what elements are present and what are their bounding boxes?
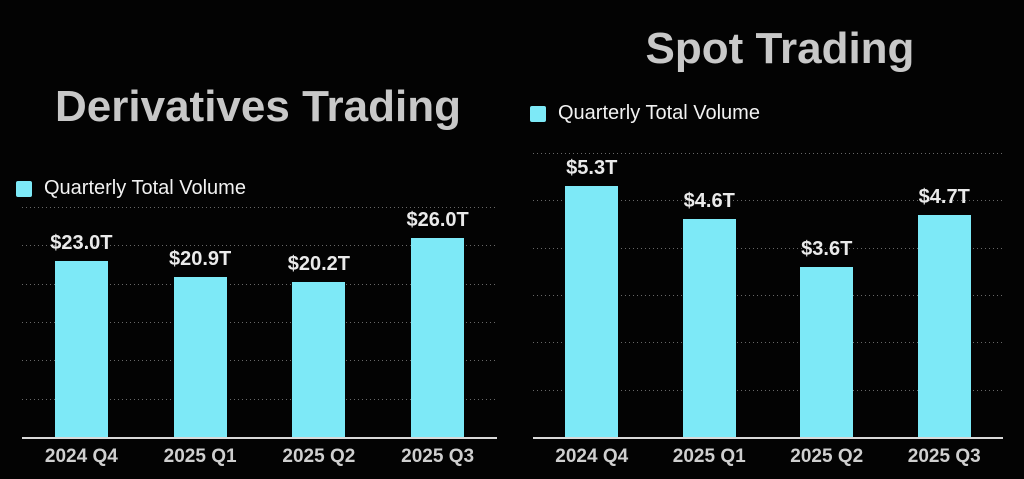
gridline xyxy=(22,360,497,362)
gridline xyxy=(533,153,1003,154)
bar-2024-q4[interactable] xyxy=(54,260,108,437)
gridline xyxy=(533,200,1003,202)
value-label-2025-q1: $20.9T xyxy=(168,247,232,270)
value-label-2025-q3: $4.7T xyxy=(918,185,970,208)
gridline xyxy=(533,247,1003,249)
value-label-2024-q4: $23.0T xyxy=(50,231,113,254)
spot-plot-area: $5.3T 2024 Q4 $4.6T 2025 Q1 $3.6T 2025 Q2 $4.7… xyxy=(533,153,1003,467)
bar-2025-q2[interactable] xyxy=(292,282,346,437)
derivatives-plot-area: $23.0T 2024 Q4 $20.9T 2025 Q1 $20.2T 2025 Q2 $… xyxy=(22,207,497,467)
derivatives-legend-label: Quarterly Total Volume xyxy=(44,177,246,199)
axis-label-2025-q3: 2025 Q3 xyxy=(907,446,981,467)
gridline xyxy=(533,342,1003,344)
axis-label-2025-q1: 2025 Q1 xyxy=(672,446,746,467)
gridline xyxy=(22,283,497,285)
value-label-2024-q4: $5.3T xyxy=(566,157,618,180)
axis-label-2025-q1: 2025 Q1 xyxy=(163,446,237,467)
axis-label-2025-q2: 2025 Q2 xyxy=(282,446,356,467)
bar-2025-q1[interactable] xyxy=(173,276,227,437)
spot-legend[interactable]: Quarterly Total Volume xyxy=(530,102,760,125)
derivatives-chart-title: Derivatives Trading xyxy=(55,82,461,131)
spot-legend-label: Quarterly Total Volume xyxy=(558,102,760,124)
bar-2025-q3[interactable] xyxy=(411,237,465,437)
gridline xyxy=(533,295,1003,296)
gridline xyxy=(22,322,497,323)
legend-swatch-icon xyxy=(16,180,32,197)
value-label-2025-q2: $20.2T xyxy=(287,253,350,276)
spot-chart-title: Spot Trading xyxy=(645,24,915,73)
bar-2024-q4[interactable] xyxy=(565,186,619,437)
gridline xyxy=(22,207,497,208)
axis-label-2025-q2: 2025 Q2 xyxy=(790,446,864,467)
bar-2025-q1[interactable] xyxy=(682,219,736,437)
derivatives-legend[interactable]: Quarterly Total Volume xyxy=(16,177,246,200)
axis-label-2025-q3: 2025 Q3 xyxy=(401,446,475,467)
gridline xyxy=(22,398,497,400)
value-label-2025-q1: $4.6T xyxy=(683,190,735,213)
bar-2025-q3[interactable] xyxy=(917,214,971,437)
bar-2025-q2[interactable] xyxy=(800,266,854,437)
axis-label-2024-q4: 2024 Q4 xyxy=(555,446,629,467)
gridline xyxy=(533,389,1003,391)
legend-swatch-icon xyxy=(530,105,546,122)
axis-label-2024-q4: 2024 Q4 xyxy=(44,446,118,467)
value-label-2025-q2: $3.6T xyxy=(801,237,853,260)
gridline xyxy=(22,245,497,247)
value-label-2025-q3: $26.0T xyxy=(406,208,469,231)
